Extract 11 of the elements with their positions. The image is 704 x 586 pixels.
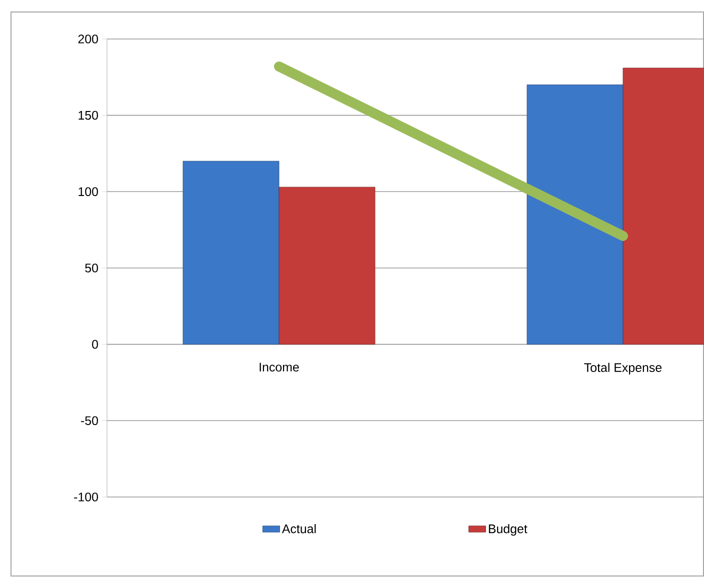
x-tick-label: Income <box>260 362 299 372</box>
legend-label: Actual <box>282 524 316 534</box>
y-tick-label: -100 <box>74 492 98 502</box>
x-tick-label: Total Expense <box>584 362 662 374</box>
y-tick-label: 100 <box>78 187 98 196</box>
y-tick-label: 200 <box>78 34 98 44</box>
y-tick-label: 0 <box>92 340 98 349</box>
legend-label: Budget <box>488 524 528 536</box>
y-tick-label: -50 <box>81 416 98 426</box>
y-tick-label: 150 <box>78 110 98 120</box>
y-tick-label: 50 <box>85 264 98 272</box>
